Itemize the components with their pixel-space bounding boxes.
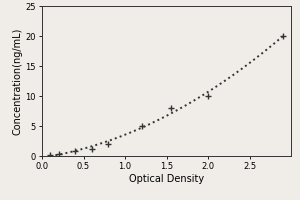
X-axis label: Optical Density: Optical Density bbox=[129, 174, 204, 184]
Y-axis label: Concentration(ng/mL): Concentration(ng/mL) bbox=[13, 27, 22, 135]
